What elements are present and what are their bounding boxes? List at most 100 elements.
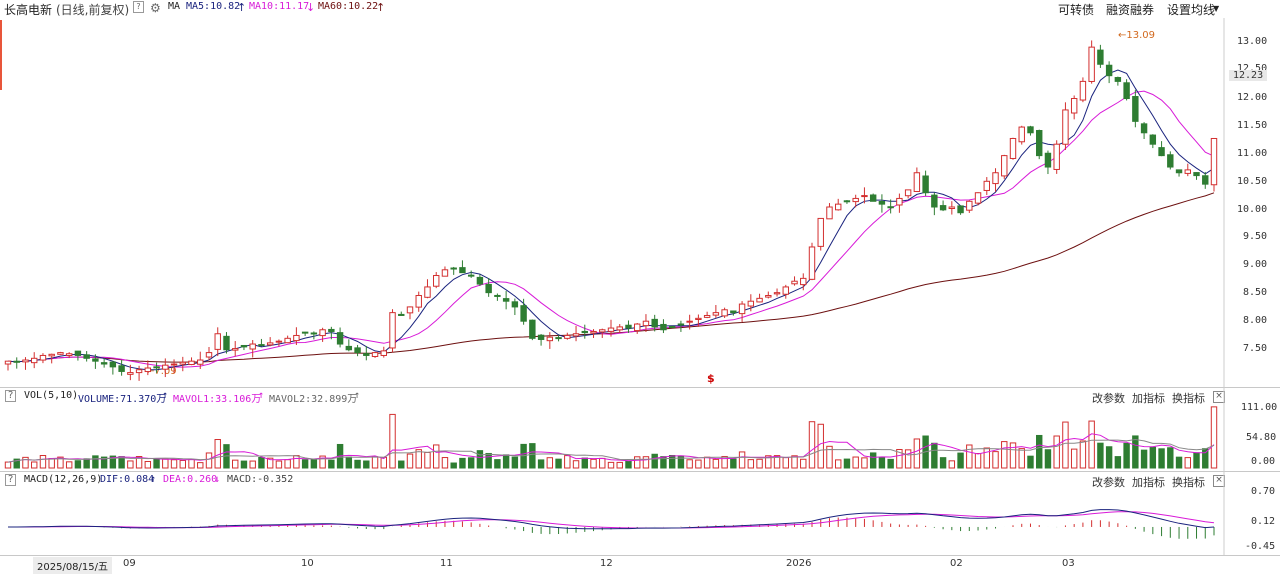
candle [546, 336, 554, 342]
candle [1114, 77, 1122, 82]
candle [371, 352, 379, 357]
candle [441, 269, 449, 277]
volume-bar [642, 456, 650, 469]
arrow-up-icon: ↑ [354, 390, 361, 401]
volume-bar [1114, 456, 1122, 469]
candle [57, 352, 64, 355]
candle [502, 298, 510, 302]
y-tick: 8.00 [1243, 315, 1268, 326]
candle [170, 363, 178, 366]
volume-bar [22, 456, 29, 469]
candle [118, 365, 125, 372]
help-icon[interactable]: ? [5, 390, 16, 402]
candle [459, 267, 466, 274]
candle [625, 324, 632, 329]
volume-bar [232, 459, 239, 469]
volume-bar [1184, 457, 1191, 469]
help-icon[interactable]: ? [5, 474, 16, 486]
volume-bar [459, 457, 466, 469]
y-tick: 12.00 [1237, 92, 1268, 103]
volume-bar [275, 460, 283, 469]
macd-panel-header: ? MACD(12,26,9) DIF:0.084 ↑ DEA:0.260 ↓ … [0, 474, 1280, 488]
volume-bar [835, 459, 842, 469]
macd-y-tick: -0.45 [1245, 541, 1276, 552]
volume-bar [1175, 456, 1183, 469]
candle [188, 360, 195, 366]
candle [1001, 155, 1008, 177]
change-params-button[interactable]: 改参数 [1092, 392, 1125, 405]
volume-bar [703, 456, 711, 469]
x-tick: 2026 [786, 558, 812, 569]
candle [301, 331, 309, 334]
macd-y-tick: 0.12 [1251, 516, 1276, 527]
change-params-button[interactable]: 改参数 [1092, 476, 1125, 489]
gear-icon[interactable]: ⚙ [150, 1, 161, 15]
volume-bar [712, 458, 720, 469]
volume-bar [808, 421, 816, 469]
candle [808, 246, 816, 280]
volume-bar [13, 458, 20, 469]
volume-bar [590, 458, 597, 469]
candle [529, 319, 536, 339]
candle [581, 330, 588, 334]
help-icon[interactable]: ? [133, 1, 144, 13]
volume-bar [153, 458, 160, 469]
candle [599, 329, 606, 333]
candle [48, 353, 55, 357]
volume-bar [415, 449, 422, 469]
y-tick: 8.50 [1243, 287, 1268, 298]
macd-y-tick: 0.70 [1251, 486, 1276, 497]
vol-y-tick: 0.00 [1251, 456, 1276, 467]
mavol1-readout: MAVOL1:33.106万 [173, 394, 262, 405]
volume-bar [616, 461, 623, 469]
candle [31, 357, 38, 364]
volume-bar [266, 457, 274, 469]
volume-bar [651, 453, 658, 469]
arrow-up-icon: ↑ [376, 1, 386, 14]
candle [319, 329, 326, 337]
candle [92, 358, 99, 362]
volume-bar [249, 460, 256, 469]
switch-indicator-button[interactable]: 换指标 [1172, 392, 1205, 405]
margin-button[interactable]: 融资融券 [1106, 3, 1155, 17]
volume-bar [747, 459, 755, 469]
candle [162, 364, 169, 370]
convertible-button[interactable]: 可转债 [1058, 3, 1095, 17]
candle [686, 320, 693, 323]
candle [835, 203, 842, 211]
volume-bar [485, 452, 492, 469]
volume-bar [1001, 441, 1008, 469]
volume-bar [389, 413, 396, 469]
volume-bar [983, 447, 990, 469]
volume-bar [782, 457, 789, 469]
volume-bar [904, 449, 912, 469]
volume-bar [293, 455, 300, 469]
candle [266, 342, 274, 346]
volume-bar [1105, 446, 1113, 469]
candle [100, 362, 108, 365]
add-indicator-button[interactable]: 加指标 [1132, 392, 1165, 405]
cursor-date-box: 2025/08/15/五 [33, 557, 113, 574]
volume-bar [1210, 406, 1218, 469]
candle [433, 275, 440, 287]
chevron-down-icon[interactable]: ▼ [1213, 4, 1220, 13]
switch-indicator-button[interactable]: 换指标 [1172, 476, 1205, 489]
volume-bar [572, 460, 580, 469]
candle [1070, 98, 1078, 114]
candle [232, 348, 239, 351]
volume-bar [939, 457, 947, 469]
settings-ma-button[interactable]: 设置均线 [1167, 3, 1216, 17]
x-tick: 12 [600, 558, 613, 569]
candle [1036, 130, 1043, 157]
add-indicator-button[interactable]: 加指标 [1132, 476, 1165, 489]
event-marker[interactable]: $ [707, 372, 715, 385]
candle [197, 359, 204, 365]
volume-bar [31, 461, 38, 469]
dif-readout: DIF:0.084 [100, 474, 155, 485]
volume-bar [1053, 435, 1060, 469]
candle [765, 295, 772, 298]
volume-bar [127, 460, 134, 469]
candle [773, 292, 781, 295]
volume-bar [1123, 442, 1130, 469]
